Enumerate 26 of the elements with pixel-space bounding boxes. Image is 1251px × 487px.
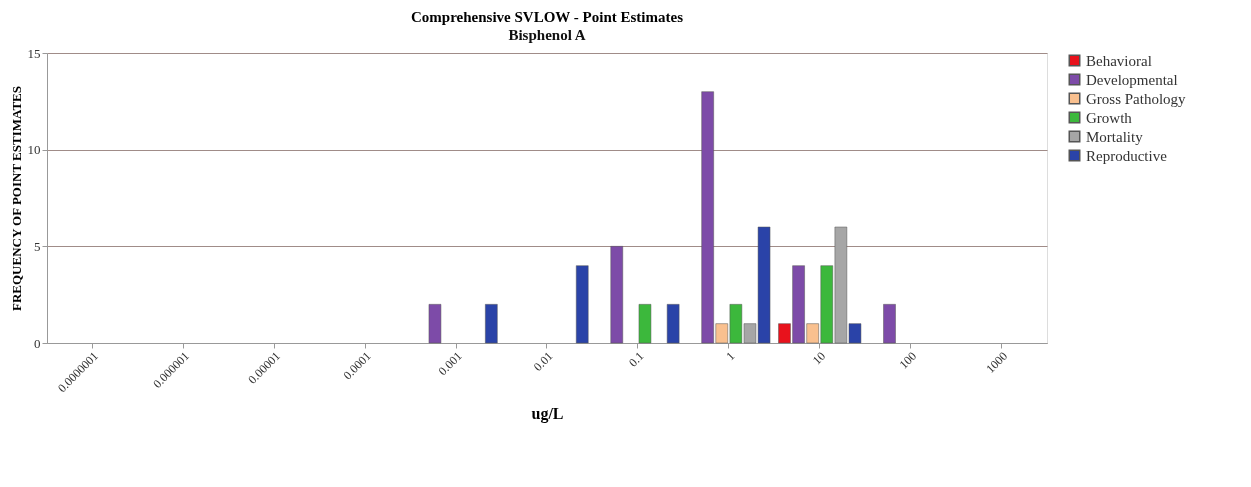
- x-axis-title: ug/L: [531, 405, 564, 424]
- x-tick-label: 1: [723, 349, 738, 364]
- x-tick-label: 10: [809, 349, 829, 368]
- bar: [576, 265, 589, 344]
- legend-label: Developmental: [1086, 71, 1178, 88]
- x-tick-label: 100: [896, 349, 920, 372]
- bar: [638, 304, 652, 344]
- y-axis-title: FREQUENCY OF POINT ESTIMATES: [8, 85, 24, 312]
- bar: [428, 304, 442, 344]
- y-tick-label: 0: [34, 335, 41, 351]
- legend-label: Mortality: [1086, 128, 1144, 145]
- x-tick-label: 0.01: [530, 349, 556, 374]
- chart-subtitle: Bisphenol A: [508, 27, 586, 43]
- legend-label: Gross Pathology: [1086, 90, 1187, 107]
- y-tick-label: 10: [27, 142, 41, 158]
- bar: [610, 246, 624, 344]
- x-tick-label: 0.1: [625, 349, 647, 370]
- bar: [883, 304, 896, 344]
- chart-title: Comprehensive SVLOW - Point Estimates: [411, 9, 684, 25]
- legend-label: Behavioral: [1086, 52, 1152, 69]
- y-tick-label: 5: [34, 238, 41, 254]
- bar: [666, 304, 680, 344]
- legend-label: Growth: [1086, 109, 1133, 126]
- bar: [485, 304, 498, 344]
- legend-label: Reproductive: [1086, 147, 1168, 164]
- y-tick-label: 15: [27, 45, 41, 61]
